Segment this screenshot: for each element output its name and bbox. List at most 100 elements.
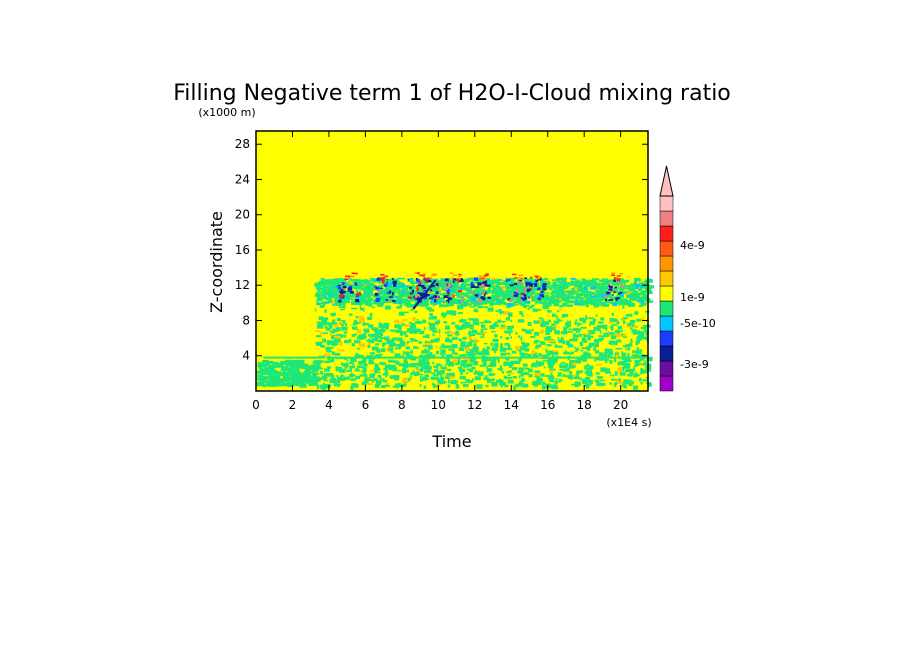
field-cell [492,323,496,328]
field-cell [633,385,637,390]
field-cell [435,345,438,349]
field-cell [479,351,486,356]
field-cell [447,334,453,337]
field-cell [486,351,490,356]
field-cell [422,285,427,289]
field-cell [499,296,503,299]
field-cell [435,302,438,305]
field-cell [372,278,375,282]
field-cell [424,361,430,365]
field-cell [378,289,386,294]
field-cell [336,374,339,378]
field-cell [293,363,301,367]
field-cell [415,285,420,287]
field-cell [481,331,487,334]
field-cell [454,300,459,303]
field-cell [492,287,500,291]
field-cell [622,290,629,294]
field-cell [498,299,501,302]
field-cell [517,284,524,286]
field-cell [613,279,616,282]
field-cell [397,355,404,358]
field-cell [421,303,426,307]
field-cell [397,369,402,372]
field-cell [454,362,459,366]
field-cell [471,290,474,294]
field-cell [597,282,604,286]
field-cell [419,354,422,358]
field-cell [367,302,370,307]
field-cell [524,281,529,285]
field-cell [629,324,636,328]
field-cell [541,385,546,390]
field-cell [330,379,333,383]
field-cell [625,347,629,350]
field-cell [533,341,538,344]
field-cell [292,372,299,376]
field-cell [314,282,321,287]
field-cell [275,381,282,385]
field-cell [508,373,511,376]
field-cell [460,301,467,305]
field-cell [598,352,604,357]
field-cell [551,385,558,390]
colorbar-swatch [659,240,674,257]
field-cell [608,292,612,295]
field-cell [358,360,363,365]
field-cell [326,327,331,330]
field-cell [364,377,370,382]
field-cell [335,343,339,346]
field-cell [574,349,578,353]
field-cell [267,380,275,385]
field-cell [453,278,456,281]
field-cell [384,275,389,278]
field-cell [576,299,583,303]
field-cell [290,383,296,386]
field-cell [584,351,587,355]
field-cell [503,375,507,379]
field-cell [339,298,346,302]
field-cell [478,275,483,278]
field-cell [499,365,503,369]
field-cell [442,368,446,371]
field-cell [532,352,538,357]
field-cell [598,357,604,361]
field-cell [398,289,401,294]
field-cell [520,292,525,295]
field-cell [336,317,341,322]
field-cell [473,277,479,281]
field-cell [357,315,364,319]
field-cell [510,277,516,281]
field-cell [409,285,415,288]
field-cell [593,339,599,344]
field-cell [349,374,356,377]
field-cell [580,377,582,381]
field-cell [614,329,621,333]
field-cell [617,325,623,330]
field-cell [472,319,477,323]
field-cell [369,303,373,307]
field-cell [436,370,442,376]
field-cell [467,341,473,347]
field-cell [534,339,540,343]
field-cell [371,380,374,383]
field-cell [609,340,616,345]
field-cell [485,320,491,324]
field-cell [435,280,442,282]
field-cell [469,333,476,337]
field-cell [346,299,350,302]
field-cell [554,303,558,306]
field-cell [320,279,324,284]
field-cell [647,289,652,292]
field-cell [416,287,419,292]
field-cell [446,299,448,302]
x-tick-label: 2 [289,398,297,412]
field-cell [332,299,335,304]
field-cell [445,281,448,283]
field-cell [485,384,489,388]
field-cell [540,329,545,334]
field-cell [391,292,394,296]
field-cell [619,273,623,275]
field-cell [354,340,361,344]
field-cell [634,291,638,294]
